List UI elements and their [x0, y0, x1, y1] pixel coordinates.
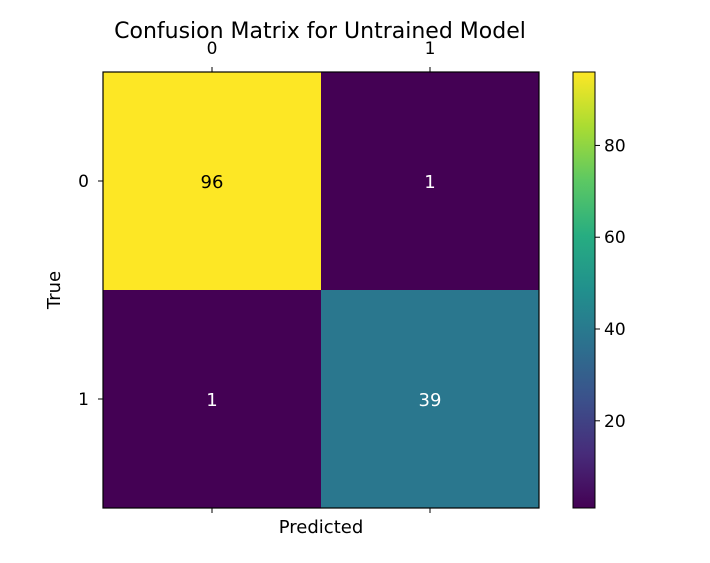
cell-value-label: 96 — [201, 172, 224, 193]
colorbar-tick-label: 60 — [604, 228, 626, 248]
y-axis-label: True — [44, 271, 65, 310]
heatmap-cell — [103, 290, 321, 508]
heatmap-cell — [103, 72, 321, 290]
heatmap-cell — [321, 72, 539, 290]
colorbar-tick-label: 20 — [604, 412, 626, 432]
y-axis-ticks: 01 — [78, 172, 103, 410]
cell-value-label: 1 — [424, 172, 435, 193]
chart-title: Confusion Matrix for Untrained Model — [114, 19, 526, 44]
colorbar-tick-label: 80 — [604, 136, 626, 156]
cell-value-label: 1 — [206, 390, 217, 411]
colorbar-ticks: 20 40 60 80 — [595, 136, 626, 432]
x-tick-label: 1 — [425, 39, 436, 59]
plot-frame — [102, 71, 540, 509]
heatmap-cells: 96 1 1 39 — [103, 72, 539, 508]
heatmap-cell — [321, 290, 539, 508]
y-tick-label: 1 — [78, 390, 89, 410]
colorbar-tick-label: 40 — [604, 320, 626, 340]
colorbar — [572, 71, 596, 509]
cell-value-label: 39 — [419, 390, 442, 411]
x-axis-label: Predicted — [279, 517, 364, 538]
y-tick-label: 0 — [78, 172, 89, 192]
x-tick-label: 0 — [207, 39, 218, 59]
